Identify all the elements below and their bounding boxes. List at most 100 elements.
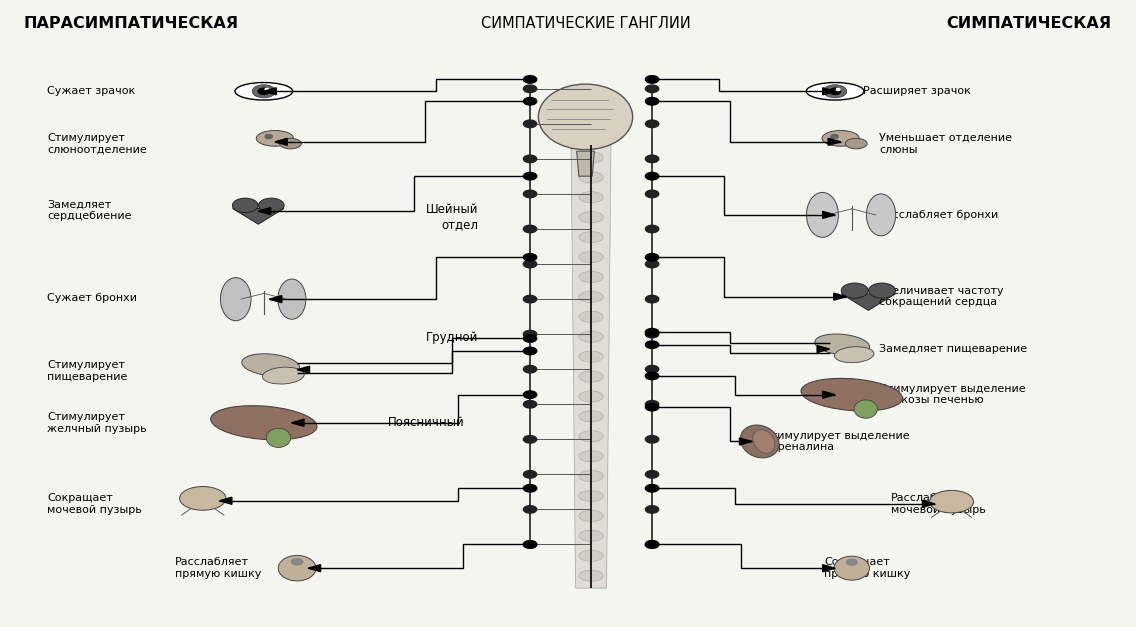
Circle shape <box>524 471 536 478</box>
Circle shape <box>524 190 536 198</box>
Text: СИМПАТИЧЕСКАЯ: СИМПАТИЧЕСКАЯ <box>946 16 1112 31</box>
Ellipse shape <box>801 378 902 411</box>
Ellipse shape <box>235 83 293 100</box>
Ellipse shape <box>854 400 877 418</box>
Circle shape <box>645 485 659 492</box>
Ellipse shape <box>579 510 603 522</box>
Circle shape <box>524 540 536 548</box>
Ellipse shape <box>822 130 859 146</box>
Ellipse shape <box>929 490 974 513</box>
Ellipse shape <box>579 490 603 502</box>
Circle shape <box>645 120 659 127</box>
Ellipse shape <box>579 211 603 223</box>
Circle shape <box>645 85 659 93</box>
Circle shape <box>524 485 536 492</box>
Ellipse shape <box>845 139 867 149</box>
Text: Сокращает
прямую кишку: Сокращает прямую кишку <box>824 557 910 579</box>
Circle shape <box>524 225 536 233</box>
Circle shape <box>524 540 536 548</box>
Circle shape <box>524 98 536 105</box>
Polygon shape <box>922 500 935 507</box>
Circle shape <box>830 135 838 139</box>
Polygon shape <box>233 209 284 224</box>
Circle shape <box>645 540 659 548</box>
Text: Расслабляет бронхи: Расслабляет бронхи <box>879 210 999 220</box>
Circle shape <box>645 190 659 198</box>
Circle shape <box>846 559 857 565</box>
Circle shape <box>524 155 536 162</box>
Text: Замедляет
сердцебиение: Замедляет сердцебиение <box>48 200 132 221</box>
Polygon shape <box>571 145 611 588</box>
Ellipse shape <box>579 271 603 283</box>
Ellipse shape <box>579 152 603 163</box>
Ellipse shape <box>753 429 775 453</box>
Polygon shape <box>817 345 829 352</box>
Circle shape <box>524 347 536 355</box>
Polygon shape <box>269 296 282 303</box>
Text: ПАРАСИМПАТИЧЕСКАЯ: ПАРАСИМПАТИЧЕСКАЯ <box>23 16 239 31</box>
Ellipse shape <box>579 291 603 302</box>
Text: Сужает бронхи: Сужает бронхи <box>48 293 137 303</box>
Polygon shape <box>298 366 309 373</box>
Circle shape <box>645 471 659 478</box>
Circle shape <box>645 260 659 268</box>
Polygon shape <box>292 419 304 426</box>
Ellipse shape <box>579 231 603 243</box>
Circle shape <box>645 505 659 513</box>
Text: Расслабляет
мочевой пузырь: Расслабляет мочевой пузырь <box>891 493 985 515</box>
Circle shape <box>645 253 659 261</box>
Polygon shape <box>822 391 835 398</box>
Ellipse shape <box>579 172 603 183</box>
Circle shape <box>524 330 536 338</box>
Circle shape <box>645 540 659 548</box>
Circle shape <box>645 330 659 338</box>
Text: Стимулирует выделение
адреналина: Стимулирует выделение адреналина <box>763 431 910 452</box>
Ellipse shape <box>579 530 603 542</box>
Ellipse shape <box>179 487 226 510</box>
Circle shape <box>524 120 536 127</box>
Circle shape <box>292 559 303 565</box>
Text: Сужает зрачок: Сужает зрачок <box>48 87 135 97</box>
Text: Стимулирует выделение
глюкозы печенью: Стимулирует выделение глюкозы печенью <box>879 384 1026 406</box>
Polygon shape <box>308 565 320 572</box>
Text: Поясничный: Поясничный <box>387 416 465 429</box>
Ellipse shape <box>257 130 293 146</box>
Circle shape <box>524 260 536 268</box>
Ellipse shape <box>815 334 869 355</box>
Circle shape <box>645 341 659 349</box>
Ellipse shape <box>266 428 291 448</box>
Ellipse shape <box>867 194 895 236</box>
Ellipse shape <box>579 431 603 442</box>
Text: Стимулирует
пищеварение: Стимулирует пищеварение <box>48 360 128 382</box>
Circle shape <box>645 76 659 83</box>
Polygon shape <box>275 139 287 145</box>
Text: СИМПАТИЧЕСКИЕ ГАНГЛИИ: СИМПАТИЧЕСКИЕ ГАНГЛИИ <box>481 16 691 31</box>
Ellipse shape <box>233 198 258 213</box>
Circle shape <box>645 225 659 233</box>
Ellipse shape <box>262 367 304 384</box>
Circle shape <box>645 372 659 380</box>
Circle shape <box>524 366 536 373</box>
Circle shape <box>524 335 536 342</box>
Circle shape <box>524 85 536 93</box>
Ellipse shape <box>579 570 603 581</box>
Ellipse shape <box>807 83 864 100</box>
Polygon shape <box>577 151 594 176</box>
Circle shape <box>265 135 273 139</box>
Ellipse shape <box>579 391 603 402</box>
Circle shape <box>829 88 841 95</box>
Polygon shape <box>740 438 752 445</box>
Polygon shape <box>264 88 276 95</box>
Ellipse shape <box>741 425 779 458</box>
Ellipse shape <box>579 311 603 322</box>
Circle shape <box>524 505 536 513</box>
Text: Расслабляет
прямую кишку: Расслабляет прямую кишку <box>175 557 261 579</box>
Circle shape <box>645 172 659 180</box>
Circle shape <box>524 172 536 180</box>
Ellipse shape <box>807 192 838 238</box>
Circle shape <box>645 295 659 303</box>
Text: Сокращает
мочевой пузырь: Сокращает мочевой пузырь <box>48 493 142 515</box>
Ellipse shape <box>242 354 300 376</box>
Circle shape <box>645 436 659 443</box>
Ellipse shape <box>834 347 874 362</box>
